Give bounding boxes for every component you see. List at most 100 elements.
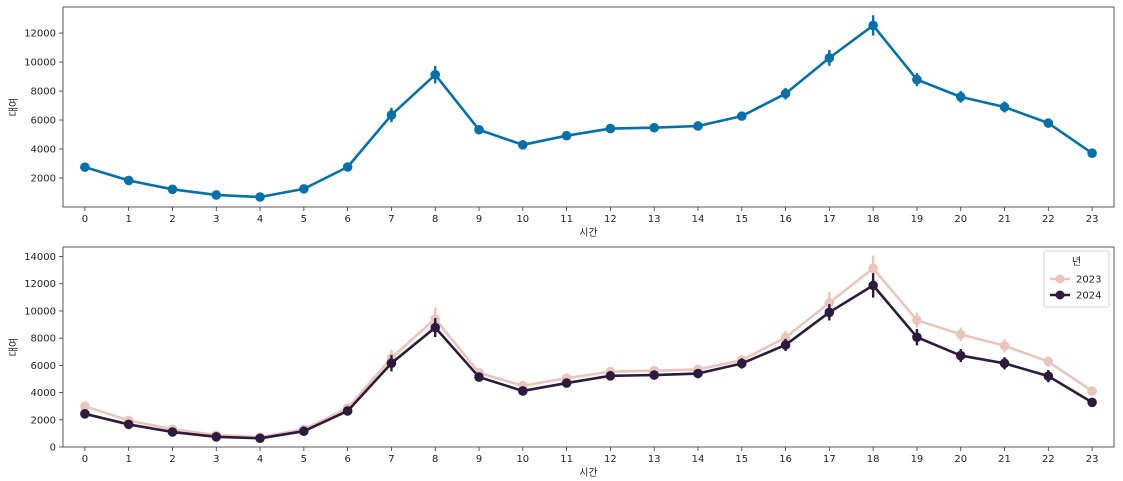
data-point: [561, 130, 572, 141]
data-point: [386, 358, 397, 368]
data-point: [80, 401, 90, 411]
y-axis-label: 대여: [8, 98, 20, 116]
x-tick-label: 8: [432, 214, 438, 225]
x-tick-label: 3: [213, 454, 219, 465]
data-point: [780, 340, 791, 350]
series-line: [83, 24, 1094, 199]
data-point: [605, 371, 616, 381]
x-tick-label: 0: [82, 454, 88, 465]
data-point: [518, 386, 528, 396]
legend-marker: [1055, 274, 1065, 284]
x-axis-label: 시간: [579, 467, 597, 479]
x-tick-label: 20: [954, 214, 967, 225]
x-tick-label: 18: [867, 214, 880, 225]
x-tick-label: 10: [516, 214, 529, 225]
data-point: [1043, 118, 1054, 128]
x-tick-label: 21: [998, 454, 1011, 465]
chart-panel-1: 0 1 2 3 4 5 6 7 8 9 10 11 12 13 14 15 16 17 18 19 20 21 22 2320…: [8, 6, 1115, 239]
x-tick-label: 10: [516, 454, 529, 465]
data-point: [824, 297, 835, 308]
data-point: [955, 350, 966, 361]
plot-frame: [62, 6, 1115, 208]
data-point: [824, 307, 835, 318]
x-tick-label: 23: [1086, 214, 1099, 225]
data-point: [912, 332, 922, 343]
x-tick-label: 16: [779, 454, 792, 465]
x-tick-label: 8: [432, 454, 438, 465]
data-point: [123, 419, 134, 430]
x-axis-label: 시간: [579, 227, 597, 239]
data-point: [342, 406, 353, 416]
data-point: [999, 340, 1010, 351]
data-point: [780, 332, 791, 343]
x-tick-label: 11: [560, 214, 573, 225]
data-point: [255, 192, 265, 202]
data-point: [342, 162, 353, 172]
legend-title: 년: [1072, 256, 1081, 268]
data-point: [474, 372, 484, 382]
data-point: [868, 280, 878, 291]
x-tick-label: 16: [779, 214, 792, 225]
series-line: [83, 267, 1094, 439]
data-point: [955, 329, 966, 340]
data-point: [1043, 371, 1054, 381]
y-axis-label: 대여: [8, 338, 20, 356]
x-tick-label: 23: [1086, 454, 1099, 465]
data-point: [868, 263, 878, 274]
legend-item-2023: 2023: [1050, 274, 1101, 286]
x-tick-label: 7: [388, 214, 394, 225]
data-point: [299, 184, 309, 194]
x-tick-label: 14: [692, 214, 705, 225]
data-point: [80, 162, 90, 172]
data-point: [167, 184, 178, 195]
x-tick-label: 19: [911, 214, 924, 225]
x-tick-label: 3: [213, 214, 219, 225]
x-tick-label: 12: [604, 214, 617, 225]
x-tick-label: 6: [344, 454, 350, 465]
y-tick-label: 14000: [24, 252, 56, 263]
y-tick-label: 12000: [24, 279, 56, 290]
data-point: [1087, 148, 1097, 159]
x-tick-label: 2: [169, 454, 175, 465]
chart-panel-2: 0 1 2 3 4 5 6 7 8 9 10 11 12 13 14 15 16 17 18 19 20 21 22 2302…: [8, 246, 1115, 479]
x-tick-label: 13: [648, 214, 661, 225]
x-tick-label: 20: [954, 454, 967, 465]
y-tick-label: 8000: [31, 334, 56, 345]
x-tick-label: 6: [344, 214, 350, 225]
data-point: [386, 110, 397, 120]
x-tick-label: 7: [388, 454, 394, 465]
x-tick-label: 2: [169, 214, 175, 225]
series-2024: [80, 273, 1097, 444]
y-tick-label: 12000: [24, 29, 56, 40]
data-point: [211, 431, 222, 442]
y-tick-label: 10000: [24, 306, 56, 317]
x-tick-label: 9: [476, 454, 482, 465]
data-point: [780, 88, 791, 99]
data-point: [474, 124, 484, 135]
data-point: [999, 358, 1010, 369]
y-tick-label: 4000: [31, 145, 56, 156]
x-tick-label: 9: [476, 214, 482, 225]
data-point: [693, 121, 703, 131]
y-tick-label: 8000: [31, 87, 56, 98]
data-point: [561, 378, 572, 388]
y-tick-label: 6000: [31, 361, 56, 372]
series-line: [83, 284, 1094, 440]
data-point: [824, 53, 835, 63]
y-tick-label: 10000: [24, 58, 56, 69]
data-point: [649, 122, 659, 133]
data-point: [1043, 356, 1054, 367]
x-tick-label: 19: [911, 454, 924, 465]
plot-frame: [62, 246, 1115, 448]
x-tick-label: 0: [82, 214, 88, 225]
x-tick-label: 22: [1042, 454, 1055, 465]
x-tick-label: 1: [126, 214, 132, 225]
y-tick-label: 0: [50, 443, 56, 454]
series-1: [80, 15, 1097, 202]
data-point: [736, 358, 747, 369]
legend-label: 2023: [1076, 275, 1101, 286]
x-tick-label: 17: [823, 454, 836, 465]
x-tick-label: 14: [692, 454, 705, 465]
data-point: [649, 370, 659, 380]
